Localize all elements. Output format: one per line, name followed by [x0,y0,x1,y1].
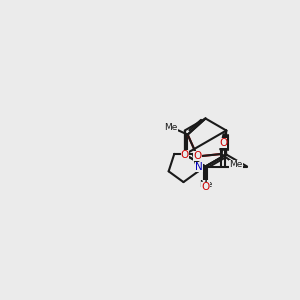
Text: Me: Me [199,180,212,189]
Text: O: O [181,149,189,160]
Text: O: O [201,182,210,192]
Text: N: N [195,161,203,172]
Text: Me: Me [229,160,242,169]
Text: Me: Me [164,123,178,132]
Text: O: O [193,152,202,161]
Text: O: O [219,137,227,148]
